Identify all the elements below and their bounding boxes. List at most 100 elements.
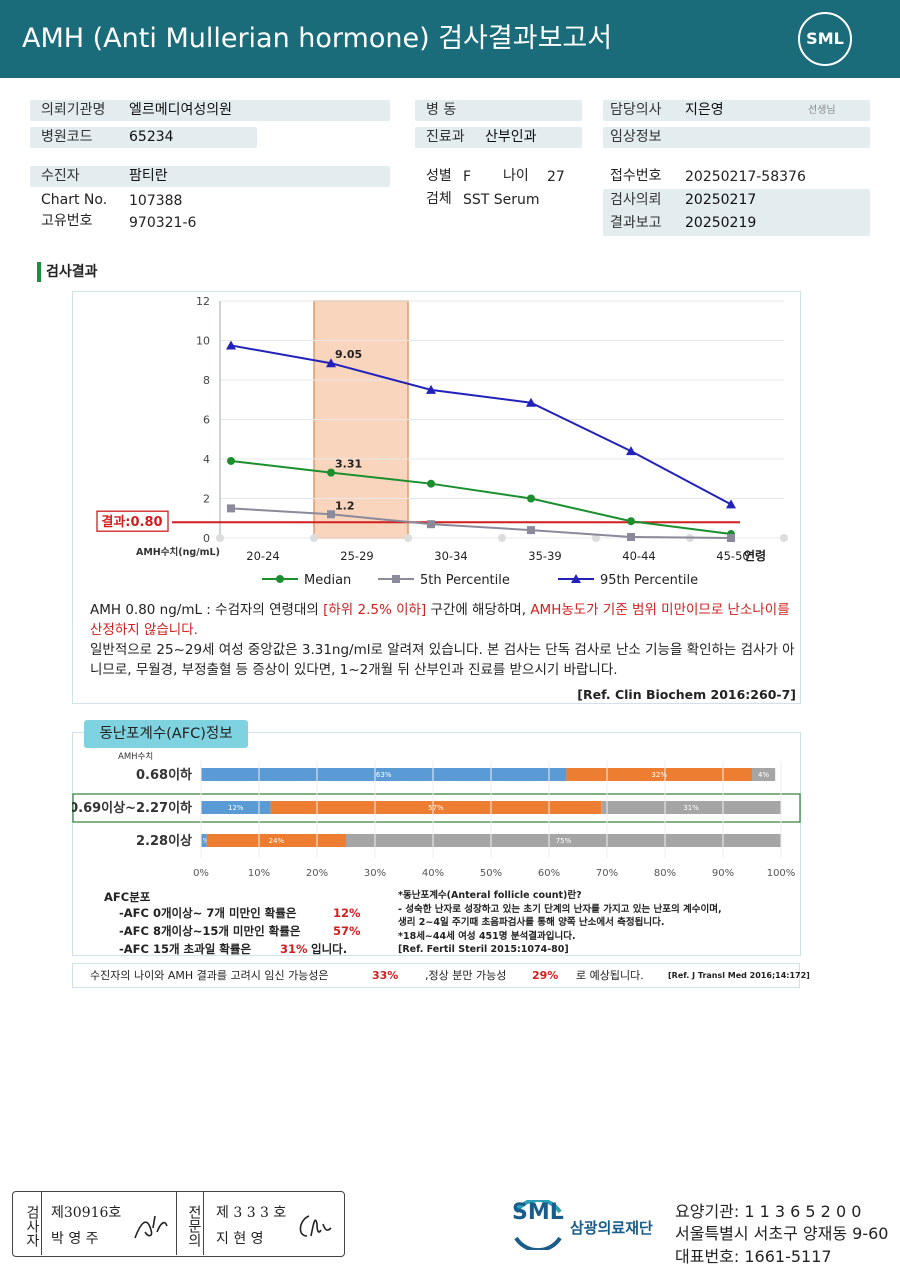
afc-row-label: 0.68이하 [136,767,192,783]
stamp2-name: 지 현 영 [216,1231,264,1247]
msg-part-d: AMH농도가 기준 범위 미만이므로 난소나이를 산정하지 않습니다. [90,602,790,638]
legend-marker [571,574,581,583]
result-label-box [96,510,169,532]
sex-label: 성별 [426,168,452,184]
data-point [627,517,635,526]
data-point [527,494,535,503]
afc-bar-label: 32% [651,771,667,779]
y-tick-label: 8 [203,374,210,387]
msg-line2: 일반적으로 25~29세 여성 중앙값은 3.31ng/ml로 알려져 있습니다… [90,642,795,678]
specimen-value: SST Serum [463,192,540,208]
chart-reference: [Ref. Clin Biochem 2016:260-7] [577,687,796,702]
data-point [326,358,336,368]
data-point [527,526,535,535]
x-axis-dot [216,534,224,542]
afc-axis-tick: 100% [767,868,796,879]
x-axis-dot [498,534,506,542]
data-label: 1.2 [335,499,355,512]
afc-dist-value: 31% [280,942,308,956]
signature1-icon [134,1215,168,1239]
y-axis-title: AMH수치(ng/mL) [136,546,220,558]
afc-axis-tick: 20% [306,868,328,879]
x-tick-label: 45-50 [716,549,749,563]
afc-bar-segment [201,768,567,781]
afc-bar-chart: AMH수치 0.68이하 63% 32% 4% 0.69이상~2.27이하 12% 57% 31… [72,752,801,879]
afc-bar-label: 57% [428,804,444,812]
doctor-value: 지은영 [685,102,724,118]
afc-dist-text: -AFC 8개이상~15개 미만인 확률은 [119,924,301,938]
report-label: 결과보고 [610,215,662,231]
data-point [227,504,235,513]
afc-dist-text: -AFC 0개이상~ 7개 미만인 확률은 [119,906,297,920]
summary-text-c: 로 예상됩니다. [576,969,644,982]
afc-axis-tick: 60% [538,868,560,879]
legend-marker [276,575,284,583]
ward-label: 병 동 [426,102,457,118]
afc-axis-tick: 90% [712,868,734,879]
institution-label: 의뢰기관명 [41,102,106,118]
receipt-label: 접수번호 [610,168,662,184]
doctor-label: 담당의사 [610,102,662,118]
data-label: 3.31 [335,458,362,471]
institution-value: 엘르메디여성의원 [129,102,233,118]
dates-box: 검사의뢰 20250217 결과보고 20250219 [603,189,870,236]
afc-bar-segment [346,834,781,847]
stamp1-label: 검사자 [13,1192,42,1255]
x-axis-dot [310,534,318,542]
footer-phone: 대표번호: 1661-5117 [675,1247,832,1266]
afc-bar-label: 75% [556,837,572,845]
afc-bar-label: 31% [683,804,699,812]
afc-dist-value: 57% [333,924,361,938]
afc-bar-segment [752,768,776,781]
afc-def-line: 생리 2~4일 주기때 초음파검사를 통해 양쪽 난소에서 측정됩니다. [398,917,665,928]
summary-reference: [Ref. J Transl Med 2016;14:172] [668,971,810,980]
series-line-median [230,459,732,536]
msg-part-c: 구간에 해당하며, [426,602,531,618]
x-axis-dot [780,534,788,542]
x-tick-label: 30-34 [434,549,467,563]
data-point [626,446,636,456]
footer-code: 요양기관: 1 1 3 6 5 2 0 0 [675,1202,862,1221]
request-label: 검사의뢰 [610,192,662,208]
series-line-5th-percentile [230,507,732,539]
section-title: 검사결과 [46,264,98,280]
afc-def-line: *18세~44세 여성 451명 분석결과입니다. [398,930,576,942]
stamp1-name: 박 영 주 [51,1231,99,1247]
stamp1-number: 제30916호 [51,1205,122,1221]
y-tick-label: 12 [196,295,210,308]
afc-amh-header: AMH수치 [118,752,153,762]
dept-label: 진료과 [426,129,465,145]
data-point [427,520,435,529]
y-tick-label: 10 [196,335,210,348]
result-label: 결과:0.80 [101,514,162,530]
afc-def-line: - 성숙한 난자로 성장하고 있는 초기 단계의 난자를 가지고 있는 난포의 … [398,903,722,915]
request-value: 20250217 [685,192,757,208]
legend-label: 5th Percentile [420,573,510,588]
afc-bar-segment [206,834,346,847]
data-point [526,397,536,407]
report-header: AMH (Anti Mullerian hormone) 검사결과보고서 SML [0,0,900,78]
receipt-value: 20250217-58376 [685,169,806,185]
pregnancy-summary: 수진자의 나이와 AMH 결과를 고려시 임신 가능성은 33% ,정상 분만 … [72,963,810,988]
x-tick-label: 25-29 [340,549,373,563]
y-tick-label: 0 [203,532,210,545]
data-point [726,499,736,509]
data-point [427,479,435,488]
afc-bar-label: 63% [376,771,392,779]
summary-text-b: ,정상 분만 가능성 [425,969,507,982]
x-axis-dot [592,534,600,542]
afc-bar-segment [566,768,752,781]
x-tick-label: 20-24 [246,549,279,563]
afc-bar-segment [601,801,781,814]
afc-bar-label: 24% [269,837,285,845]
dept-row: 진료과 산부인과 [415,127,582,148]
dept-value: 산부인과 [485,129,537,145]
chart-no-label: Chart No. [41,192,108,208]
data-point [727,534,735,542]
afc-axis-tick: 0% [193,868,209,879]
unique-id-label: 고유번호 [41,213,93,229]
sex-value: F [463,169,472,185]
hospital-code-label: 병원코드 [41,129,93,145]
institution-row: 의뢰기관명 엘르메디여성의원 [30,100,390,121]
afc-dist-title: AFC분포 [104,890,151,904]
